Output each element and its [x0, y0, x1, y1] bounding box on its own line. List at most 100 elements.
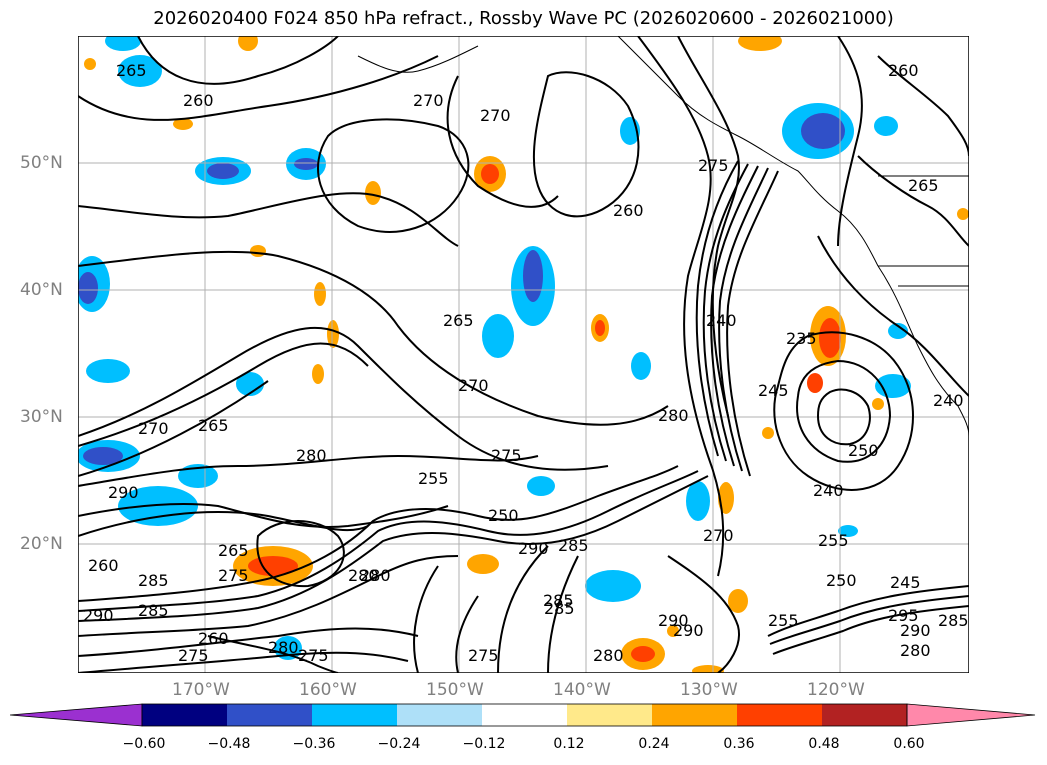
contour-label: 290 [658, 611, 689, 630]
contour-label: 280 [900, 641, 931, 660]
anomaly-blob [762, 427, 774, 439]
colorbar-tick: −0.60 [122, 736, 166, 752]
anomaly-blob [801, 113, 845, 149]
colorbar-tick: 0.36 [723, 736, 755, 752]
contour-label: 240 [706, 311, 737, 330]
anomaly-blob [236, 372, 264, 396]
contour-label: 240 [813, 481, 844, 500]
contour-label: 280 [658, 406, 689, 425]
contour-label: 280 [268, 638, 299, 657]
contour-label: 290 [83, 606, 114, 625]
contour-label: 280 [296, 446, 327, 465]
contour-label: 285 [558, 536, 589, 555]
anomaly-blob [738, 36, 782, 51]
lon-label-160w: 160°W [299, 680, 357, 700]
anomaly-blob [118, 486, 198, 526]
anomaly-blob [957, 208, 969, 220]
contour-label: 260 [198, 629, 229, 648]
contour-label: 280 [593, 646, 624, 665]
lat-label-20n: 20°N [20, 534, 63, 554]
anomaly-blob [631, 646, 655, 662]
contour-label: 275 [178, 646, 209, 665]
contour-label: 255 [768, 611, 799, 630]
anomaly-blob [312, 364, 324, 384]
colorbar-segment [822, 704, 907, 726]
lon-label-130w: 130°W [680, 680, 738, 700]
anomaly-blob [294, 158, 318, 170]
contour-label: 265 [443, 311, 474, 330]
colorbar [10, 703, 1036, 727]
colorbar-segment [737, 704, 822, 726]
contour-label: 270 [138, 419, 169, 438]
contour-label: 255 [818, 531, 849, 550]
colorbar-tick: 0.60 [893, 736, 925, 752]
contour-label: 260 [88, 556, 119, 575]
colorbar-frame [141, 703, 908, 727]
anomaly-blob [83, 447, 123, 465]
colorbar-extend-max [906, 703, 1036, 727]
map-title: 2026020400 F024 850 hPa refract., Rossby… [153, 8, 894, 29]
anomaly-blob [527, 476, 555, 496]
contour-label: 270 [480, 106, 511, 125]
anomaly-blob [467, 554, 499, 574]
contour-label: 250 [848, 441, 879, 460]
anomaly-blob [631, 352, 651, 380]
contour-label: 250 [826, 571, 857, 590]
anomaly-blob [118, 55, 162, 87]
lon-label-140w: 140°W [553, 680, 611, 700]
colorbar-segment [312, 704, 397, 726]
anomaly-blob [84, 58, 96, 70]
colorbar-segment [567, 704, 652, 726]
anomaly-blob [728, 589, 748, 613]
anomaly-blob [327, 320, 339, 348]
anomaly-blob [523, 250, 543, 302]
contour-label: 285 [138, 601, 169, 620]
anomaly-blob [482, 314, 514, 358]
anomaly-blob [178, 464, 218, 488]
anomaly-blob [314, 282, 326, 306]
lat-label-40n: 40°N [20, 280, 63, 300]
colorbar-tick: 0.12 [553, 736, 585, 752]
colorbar-tick: 0.24 [638, 736, 670, 752]
map-plot: 265 260 270 270 260 275 265 240 235 270 … [78, 36, 969, 673]
lat-label-30n: 30°N [20, 407, 63, 427]
anomaly-blob [78, 272, 98, 304]
contour-label: 265 [908, 176, 939, 195]
anomaly-blob [692, 665, 724, 673]
positive-anomalies [84, 36, 969, 673]
contour-label: 290 [900, 621, 931, 640]
contour-label: 285 [543, 591, 574, 610]
anomaly-blob [86, 359, 130, 383]
contour-label: 275 [218, 566, 249, 585]
colorbar-tick: −0.48 [207, 736, 251, 752]
lon-label-170w: 170°W [172, 680, 230, 700]
contour-label: 265 [116, 61, 147, 80]
colorbar-segment [482, 704, 567, 726]
contour-label: 250 [488, 506, 519, 525]
anomaly-blob [686, 481, 710, 521]
colorbar-tick: 0.48 [808, 736, 840, 752]
contour-label: 245 [758, 381, 789, 400]
anomaly-blob [481, 164, 499, 184]
contour-label: 270 [703, 526, 734, 545]
contour-label: 280 [348, 566, 379, 585]
anomaly-blob [838, 525, 858, 537]
anomaly-blob [250, 245, 266, 257]
contour-label: 275 [298, 646, 329, 665]
contour-label: 290 [673, 621, 704, 640]
contour-label: 295 [888, 606, 919, 625]
contour-label: 265 [218, 541, 249, 560]
contour-label: 290 [518, 539, 549, 558]
anomaly-blob [595, 320, 605, 336]
contour-lines [78, 36, 969, 673]
contour-label-group: 265 260 270 270 260 275 265 240 235 270 … [83, 61, 969, 665]
colorbar-tick: −0.12 [462, 736, 506, 752]
lon-label-150w: 150°W [426, 680, 484, 700]
colorbar-segment [227, 704, 312, 726]
contour-label: 290 [108, 483, 139, 502]
contour-label: 280 [360, 566, 391, 585]
contour-label: 285 [544, 599, 575, 618]
contour-label: 260 [183, 91, 214, 110]
anomaly-blob [875, 374, 911, 398]
contour-label: 260 [613, 201, 644, 220]
